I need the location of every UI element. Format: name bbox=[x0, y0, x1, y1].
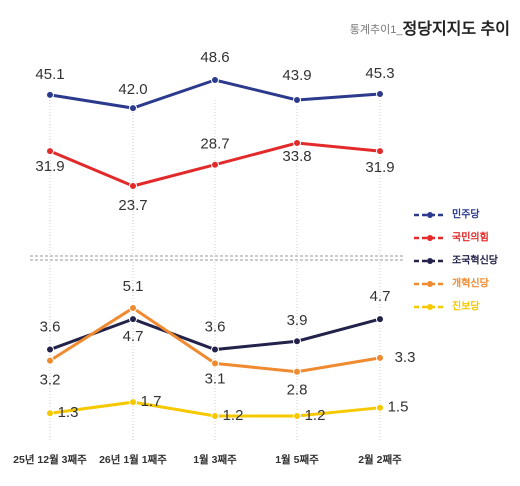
data-point bbox=[129, 182, 137, 190]
data-point bbox=[376, 315, 384, 324]
legend-dot bbox=[427, 304, 433, 310]
legend-label: 개혁신당 bbox=[452, 277, 490, 290]
legend-dot bbox=[427, 258, 433, 264]
series: 3.6 4.7 3.6 3.9 4.7 bbox=[40, 288, 391, 354]
data-label: 4.7 bbox=[123, 328, 144, 345]
data-point bbox=[376, 353, 384, 362]
data-point bbox=[376, 403, 384, 412]
data-point bbox=[46, 147, 54, 156]
series: 3.2 5.1 3.1 2.8 3.3 bbox=[40, 278, 416, 399]
data-label: 1.2 bbox=[223, 407, 244, 424]
chart-title: 통계추이1_정당지지도 추이 bbox=[350, 19, 510, 38]
series: 1.3 1.7 1.2 1.2 1.5 bbox=[46, 393, 409, 424]
data-point bbox=[129, 398, 137, 407]
x-tick-label: 1월 5째주 bbox=[275, 453, 319, 466]
legend-label: 조국혁신당 bbox=[452, 254, 499, 267]
data-label: 2.8 bbox=[287, 382, 308, 399]
data-label: 31.9 bbox=[35, 158, 64, 175]
legend-label: 진보당 bbox=[452, 300, 480, 313]
data-point bbox=[46, 409, 54, 418]
data-label: 1.3 bbox=[58, 404, 79, 421]
data-point bbox=[129, 104, 137, 113]
data-point bbox=[46, 90, 54, 99]
legend-item: 조국혁신당 bbox=[414, 254, 499, 267]
x-tick-label: 2월 2째주 bbox=[358, 453, 402, 466]
title-prefix: 통계추이1_ bbox=[350, 23, 404, 36]
data-label: 28.7 bbox=[200, 136, 229, 153]
data-point bbox=[129, 304, 137, 312]
data-label: 33.8 bbox=[282, 148, 311, 165]
data-label: 1.7 bbox=[141, 393, 162, 410]
data-label: 3.1 bbox=[205, 370, 226, 387]
data-point bbox=[46, 356, 54, 365]
x-tick-label: 1월 3째주 bbox=[193, 453, 237, 466]
data-point bbox=[293, 139, 301, 148]
legend-item: 진보당 bbox=[414, 300, 480, 313]
data-label: 4.7 bbox=[370, 288, 391, 305]
data-point bbox=[211, 345, 219, 354]
data-point bbox=[293, 96, 301, 105]
data-label: 3.2 bbox=[40, 372, 61, 389]
data-point bbox=[211, 359, 219, 368]
data-label: 42.0 bbox=[118, 81, 147, 98]
data-point bbox=[129, 315, 137, 324]
data-label: 45.1 bbox=[35, 66, 64, 83]
data-label: 3.9 bbox=[287, 312, 308, 329]
data-label: 45.3 bbox=[365, 65, 394, 82]
x-tick-label: 26년 1월 1째주 bbox=[99, 453, 167, 466]
data-label: 5.1 bbox=[123, 278, 144, 295]
data-label: 3.6 bbox=[205, 319, 226, 336]
data-label: 31.9 bbox=[365, 159, 394, 176]
legend-label: 국민의힘 bbox=[452, 231, 489, 244]
data-point bbox=[46, 345, 54, 354]
data-label: 43.9 bbox=[282, 67, 311, 84]
data-point bbox=[293, 337, 301, 346]
data-label: 3.3 bbox=[395, 349, 416, 366]
legend-dot bbox=[427, 281, 433, 287]
data-point bbox=[293, 367, 301, 376]
data-point bbox=[211, 160, 219, 169]
data-point bbox=[376, 90, 384, 99]
data-label: 1.2 bbox=[305, 407, 326, 424]
data-point bbox=[211, 76, 219, 84]
data-point bbox=[211, 412, 219, 420]
data-label: 1.5 bbox=[388, 399, 409, 416]
data-label: 23.7 bbox=[118, 197, 147, 214]
title-main: 정당지지도 추이 bbox=[403, 19, 511, 38]
data-label: 48.6 bbox=[200, 49, 229, 66]
legend-box bbox=[405, 198, 505, 322]
x-tick-label: 25년 12월 3째주 bbox=[13, 453, 87, 466]
legend-item: 국민의힘 bbox=[414, 231, 489, 244]
series: 45.1 42.0 48.6 43.9 45.3 bbox=[35, 49, 395, 113]
legend-dot bbox=[427, 212, 433, 218]
axis-break bbox=[30, 255, 490, 261]
legend-item: 민주당 bbox=[414, 208, 480, 221]
legend-dot bbox=[427, 235, 433, 241]
legend-item: 개혁신당 bbox=[414, 277, 490, 290]
series: 31.9 23.7 28.7 33.8 31.9 bbox=[35, 136, 394, 214]
data-label: 3.6 bbox=[40, 319, 61, 336]
legend-label: 민주당 bbox=[452, 208, 480, 221]
data-point bbox=[376, 147, 384, 156]
data-point bbox=[293, 412, 301, 420]
